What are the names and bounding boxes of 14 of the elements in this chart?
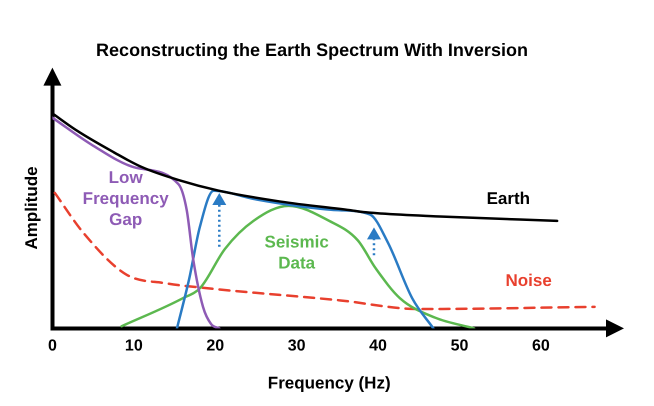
x-tick-label: 30 xyxy=(288,337,306,354)
series-label: Low Frequency Gap xyxy=(82,168,170,230)
x-tick-label: 40 xyxy=(369,337,388,354)
chart-title: Reconstructing the Earth Spectrum With Inversion xyxy=(96,40,528,60)
x-tick-label: 0 xyxy=(48,337,57,354)
series-label: Noise xyxy=(506,270,552,290)
x-axis-title: Frequency (Hz) xyxy=(268,373,391,392)
x-tick-label: 60 xyxy=(532,337,550,354)
x-tick-label: 50 xyxy=(450,337,468,354)
y-axis-title: Amplitude xyxy=(22,166,41,250)
series-label: Seismic Data xyxy=(264,232,329,272)
x-tick-label: 20 xyxy=(206,337,224,354)
series-label: Earth xyxy=(486,189,530,208)
x-tick-label: 10 xyxy=(124,337,143,354)
